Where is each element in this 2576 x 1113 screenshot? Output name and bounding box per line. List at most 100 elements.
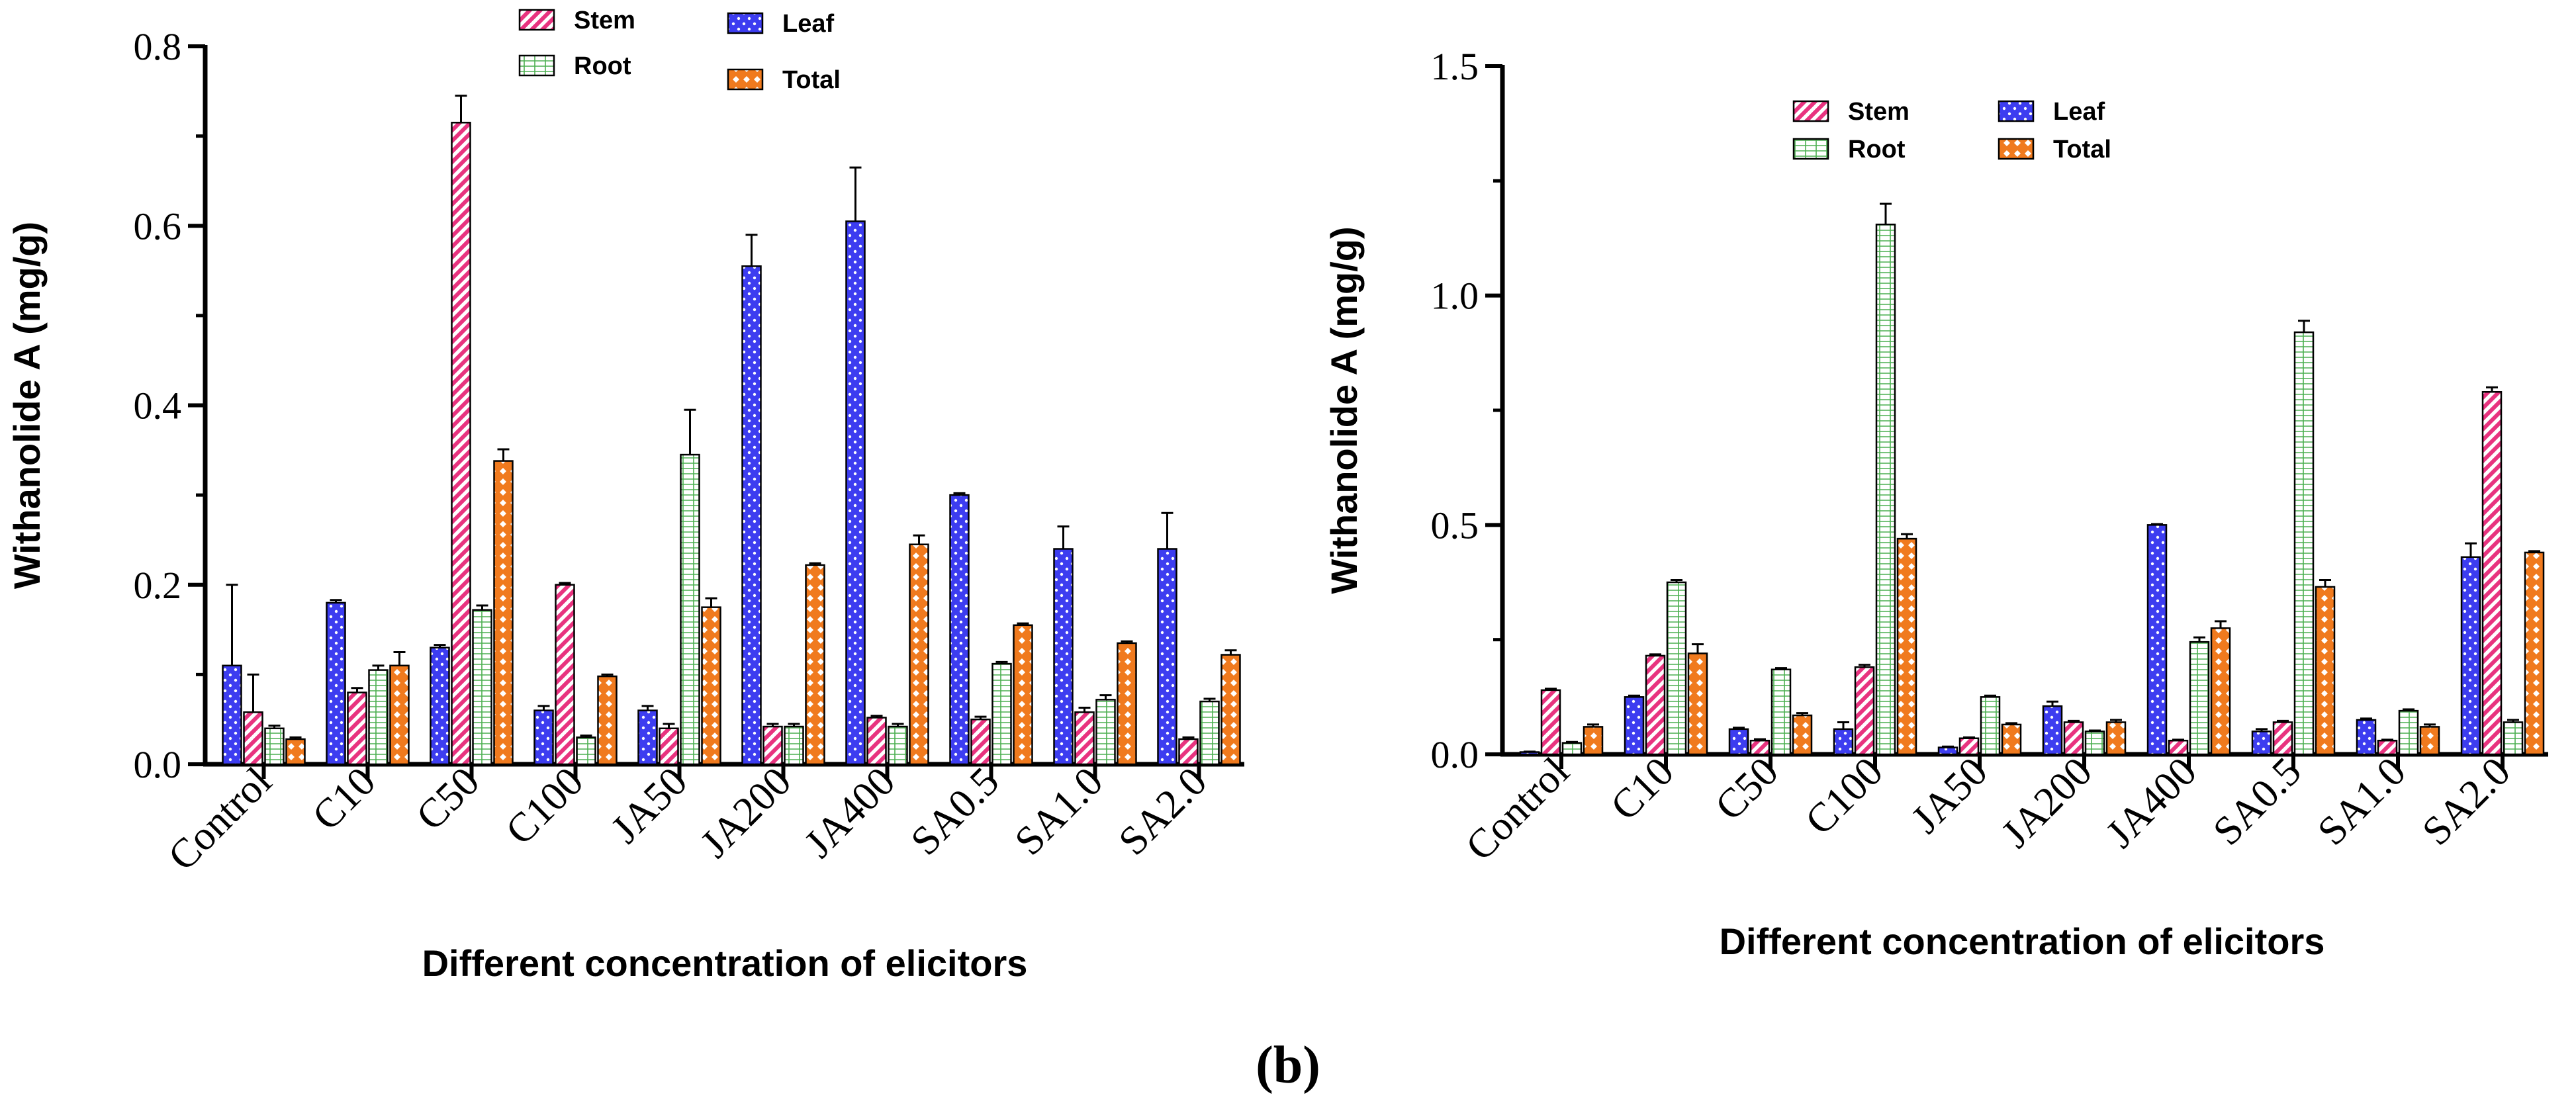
bar-root-ja400 xyxy=(2189,641,2210,756)
bar-total-ja50 xyxy=(2001,723,2022,756)
bar-leaf-sa2.0 xyxy=(1157,548,1177,766)
bar-total-c50 xyxy=(493,460,514,766)
y-axis-label: Withanolide A (mg/g) xyxy=(6,222,48,589)
bar-stem-ja200 xyxy=(2063,721,2084,756)
bar-leaf-c50 xyxy=(430,646,450,766)
bar-total-ja200 xyxy=(2105,721,2127,756)
x-axis-label: Different concentration of elicitors xyxy=(1720,920,2325,962)
bar-leaf-c50 xyxy=(1728,728,1749,756)
legend-label-root: Root xyxy=(574,52,631,80)
legend-swatch-total xyxy=(1998,138,2035,160)
bar-root-sa0.5 xyxy=(2293,331,2315,756)
bar-stem-sa2.0 xyxy=(2481,391,2503,756)
bar-root-ja400 xyxy=(888,725,908,766)
bar-root-control xyxy=(1561,742,1583,756)
bar-total-c100 xyxy=(597,675,618,766)
bar-root-ja50 xyxy=(680,453,700,766)
legend-swatch-stem xyxy=(518,9,555,31)
bar-leaf-control xyxy=(1519,751,1540,756)
x-tick-label: C50 xyxy=(408,759,488,839)
bar-root-c10 xyxy=(368,669,389,766)
bar-root-ja200 xyxy=(784,725,804,766)
bar-root-sa0.5 xyxy=(991,662,1012,766)
bar-stem-ja50 xyxy=(659,727,679,766)
x-tick-label: JA200 xyxy=(692,759,800,867)
legend-label-stem: Stem xyxy=(1848,98,1909,126)
bar-total-sa1.0 xyxy=(2419,726,2440,756)
legend-label-stem: Stem xyxy=(574,7,635,34)
bar-leaf-sa1.0 xyxy=(1053,548,1074,766)
x-tick-label: JA400 xyxy=(796,759,904,867)
bar-stem-c100 xyxy=(1854,666,1875,756)
bar-leaf-sa0.5 xyxy=(2251,731,2272,756)
x-tick-label: JA200 xyxy=(1993,749,2101,857)
bar-root-sa2.0 xyxy=(1199,700,1220,766)
bar-leaf-ja50 xyxy=(1937,746,1958,756)
bar-total-ja400 xyxy=(909,543,929,766)
bar-stem-ja400 xyxy=(866,717,887,766)
bar-stem-ja200 xyxy=(762,725,783,766)
bar-leaf-c10 xyxy=(326,601,346,766)
legend-label-total: Total xyxy=(2053,136,2111,163)
y-tick-label: 0.0 xyxy=(1431,733,1479,776)
bar-root-sa2.0 xyxy=(2503,721,2524,756)
bar-root-ja200 xyxy=(2084,731,2105,756)
x-tick-label: C10 xyxy=(1602,749,1682,829)
bar-root-sa1.0 xyxy=(2398,709,2419,756)
bar-stem-sa1.0 xyxy=(1074,711,1095,766)
bar-stem-ja50 xyxy=(1958,737,1980,756)
bar-total-ja200 xyxy=(805,564,825,766)
bar-leaf-control xyxy=(222,664,242,766)
legend-label-leaf: Leaf xyxy=(782,10,834,38)
bar-total-c100 xyxy=(1896,537,1917,756)
bar-root-c50 xyxy=(472,609,492,766)
bar-stem-ja400 xyxy=(2168,739,2189,756)
bar-total-sa2.0 xyxy=(1220,654,1241,766)
bar-total-c10 xyxy=(1687,652,1708,756)
bar-stem-control xyxy=(243,711,263,766)
bar-root-c50 xyxy=(1771,668,1792,756)
bar-leaf-ja200 xyxy=(2042,705,2063,756)
legend-label-leaf: Leaf xyxy=(2053,98,2105,126)
chart-a: 0.0 0.2 0.4 0.6 0.8 Withanolide A (mg/g) Diffe… xyxy=(6,7,1244,984)
legend-label-total: Total xyxy=(782,66,841,94)
bar-stem-c50 xyxy=(1749,739,1771,756)
legend-label-root: Root xyxy=(1848,136,1906,163)
bar-stem-c100 xyxy=(555,584,575,766)
y-tick-label: 0.2 xyxy=(134,564,182,607)
bar-total-sa2.0 xyxy=(2524,551,2545,756)
x-tick-label: C50 xyxy=(1707,749,1787,829)
bar-leaf-sa2.0 xyxy=(2460,556,2481,756)
y-tick-label: 1.5 xyxy=(1431,45,1479,88)
bar-leaf-sa1.0 xyxy=(2356,719,2377,756)
x-axis-label: Different concentration of elicitors xyxy=(422,942,1028,984)
x-tick-label: C100 xyxy=(1797,749,1892,844)
bar-leaf-ja50 xyxy=(637,709,658,766)
legend-swatch-total xyxy=(727,68,764,91)
bar-root-c100 xyxy=(576,736,596,766)
x-tick-label: JA50 xyxy=(1903,749,1996,842)
bar-root-control xyxy=(264,727,285,766)
bar-stem-sa2.0 xyxy=(1178,738,1199,766)
bar-leaf-sa0.5 xyxy=(949,494,970,766)
legend-swatch-leaf xyxy=(727,12,764,34)
panel-label: (b) xyxy=(1256,1036,1320,1094)
x-tick-label: C10 xyxy=(304,759,384,839)
legend-swatch-stem xyxy=(1792,100,1829,122)
legend-swatch-root xyxy=(1792,138,1829,160)
bar-leaf-c100 xyxy=(533,709,554,766)
legend-swatch-leaf xyxy=(1998,100,2035,122)
chart-b: 0.0 0.5 1.0 1.5 Withanolide A (mg/g) Differen… xyxy=(1323,45,2548,962)
bar-stem-c50 xyxy=(451,122,471,766)
y-tick-label: 0.4 xyxy=(134,384,182,427)
bar-stem-sa0.5 xyxy=(2272,721,2293,756)
y-tick-label: 0.8 xyxy=(134,25,182,68)
bar-total-c50 xyxy=(1792,714,1813,756)
y-tick-label: 0.6 xyxy=(134,204,182,247)
bar-leaf-c100 xyxy=(1833,728,1854,756)
y-axis-label: Withanolide A (mg/g) xyxy=(1323,226,1365,594)
bar-stem-c10 xyxy=(1645,654,1666,756)
bar-total-ja400 xyxy=(2210,627,2231,756)
bar-total-sa0.5 xyxy=(2315,586,2336,756)
